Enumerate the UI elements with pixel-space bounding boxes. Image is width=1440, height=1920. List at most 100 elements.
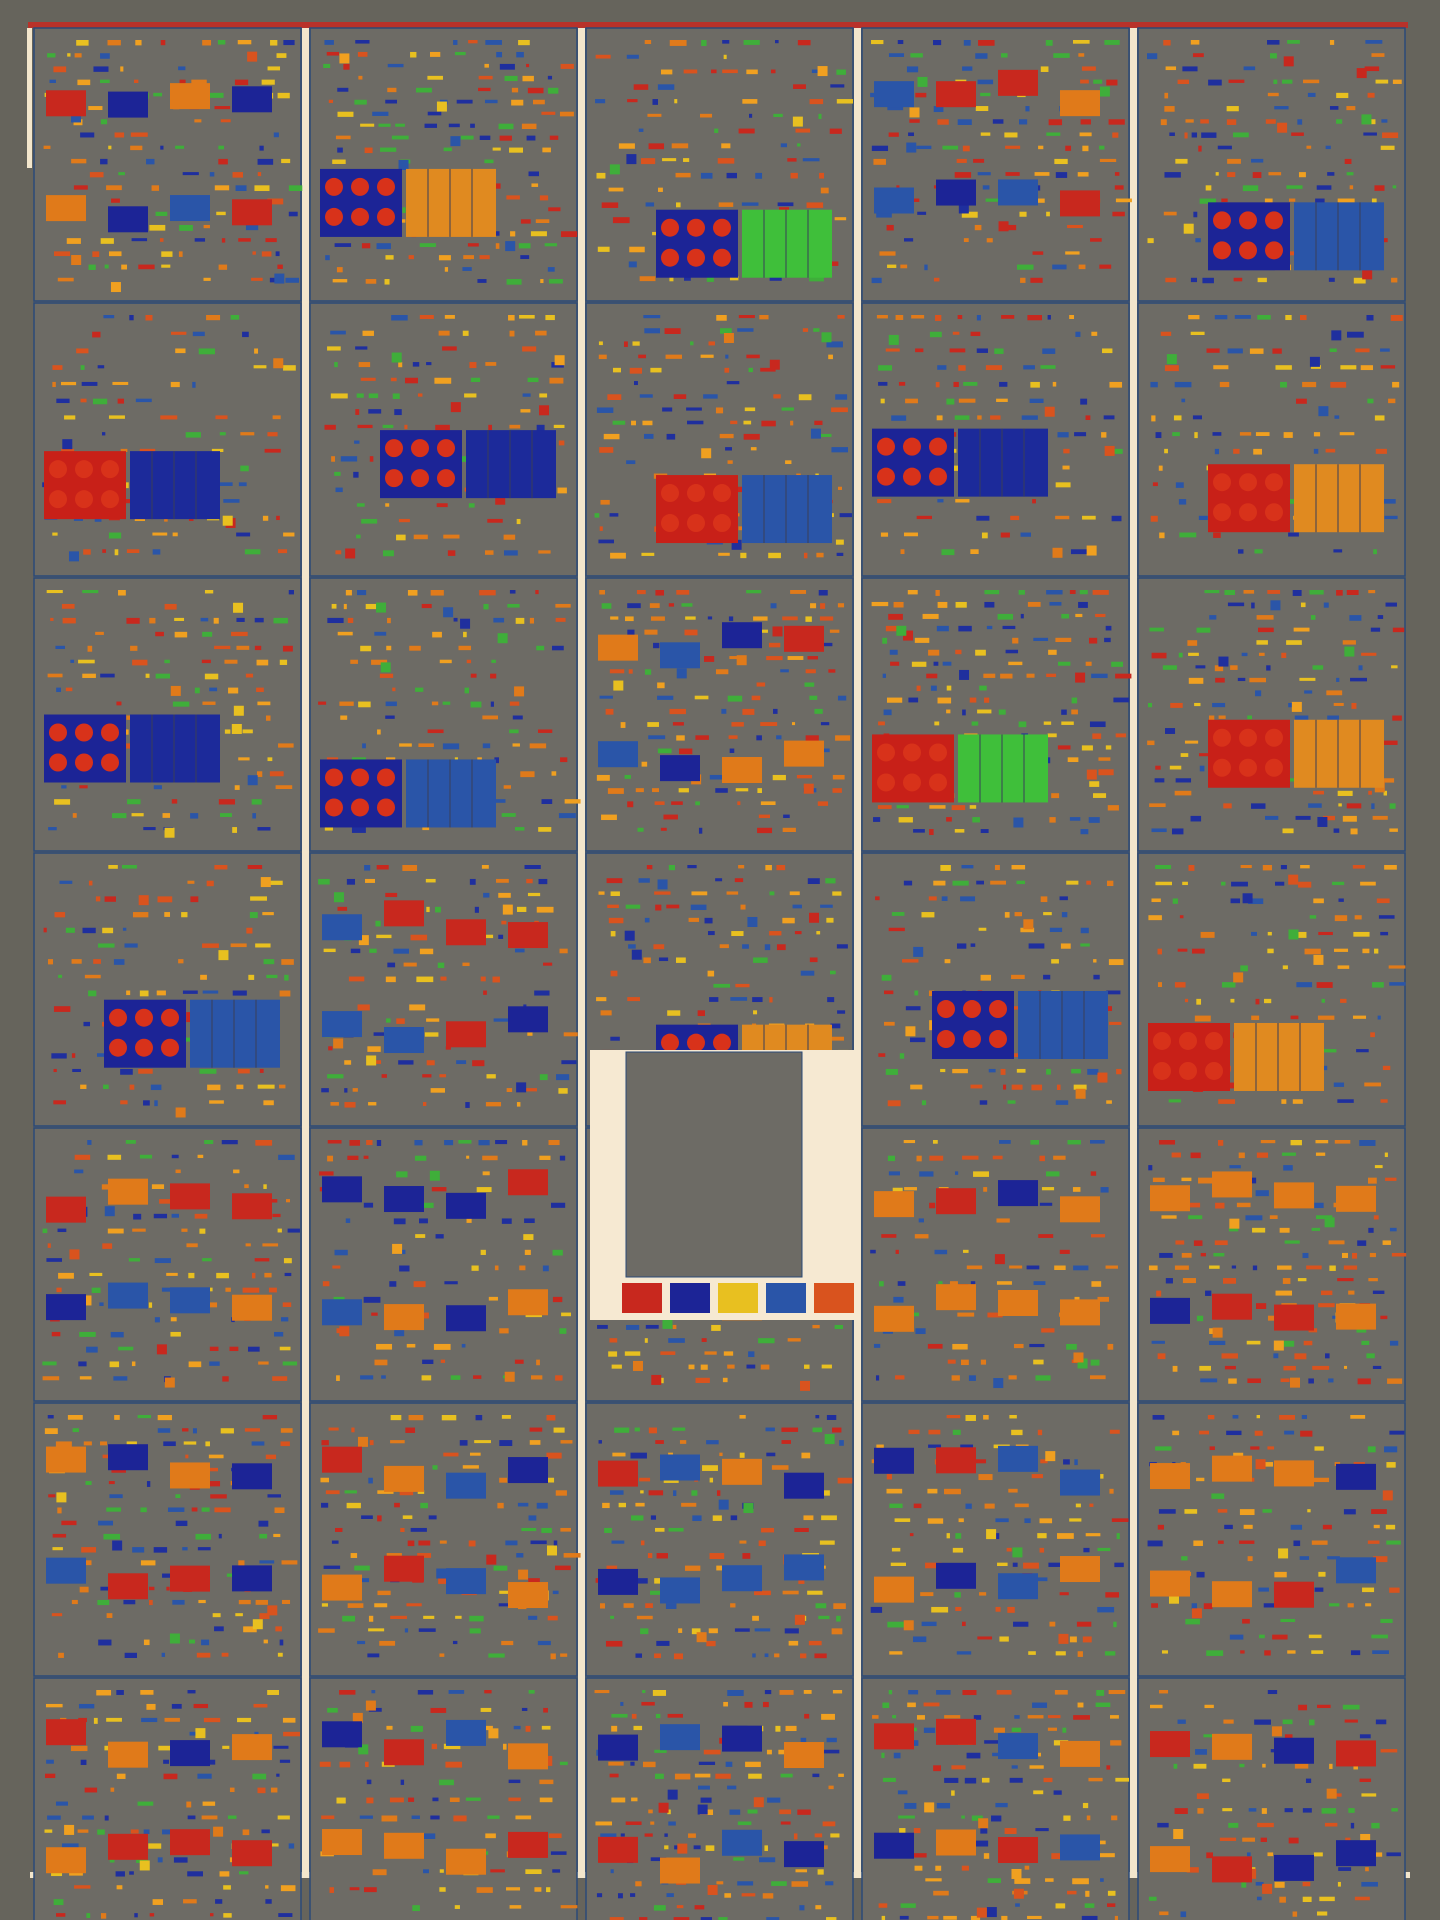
ui-glyph: [1297, 1278, 1307, 1282]
ui-glyph: [1354, 915, 1362, 920]
ui-glyph: [128, 1258, 140, 1262]
ui-glyph: [1365, 1603, 1372, 1607]
ui-glyph: [984, 1503, 995, 1509]
ui-glyph: [644, 669, 652, 675]
ui-glyph: [1108, 1690, 1126, 1695]
ui-glyph: [1188, 1215, 1203, 1220]
ui-glyph: [1251, 803, 1266, 809]
ui-glyph: [888, 1171, 900, 1176]
ui-glyph: [1292, 590, 1302, 596]
ui-glyph: [274, 1331, 284, 1337]
ui-glyph: [962, 709, 966, 716]
ui-glyph: [428, 1515, 437, 1520]
thumbnail: [309, 27, 578, 302]
image-detail: [411, 469, 429, 488]
ui-glyph: [807, 1590, 823, 1595]
ui-glyph: [509, 729, 519, 734]
image-detail: [877, 437, 895, 456]
ui-glyph: [979, 1592, 987, 1596]
ui-glyph: [910, 198, 920, 202]
ui-icon: [697, 1804, 708, 1815]
ui-glyph: [657, 695, 674, 700]
ui-glyph: [1034, 172, 1050, 176]
ui-glyph: [973, 158, 985, 163]
ui-glyph: [1052, 264, 1067, 270]
ui-glyph: [103, 1084, 109, 1089]
ui-glyph: [222, 1376, 229, 1382]
ui-glyph: [124, 943, 138, 948]
image-detail: [1213, 503, 1231, 522]
ui-glyph: [508, 1779, 521, 1784]
ui-glyph: [469, 362, 477, 369]
ui-glyph: [478, 87, 491, 92]
ui-glyph: [608, 1761, 624, 1766]
ui-glyph: [723, 54, 727, 60]
ui-glyph: [952, 1343, 968, 1350]
ui-glyph: [719, 944, 729, 949]
ui-glyph: [100, 119, 108, 125]
ui-glyph: [53, 66, 67, 73]
ui-icon: [392, 1243, 403, 1254]
ui-glyph: [644, 1833, 653, 1837]
ui-icon: [1291, 701, 1302, 712]
ui-glyph: [672, 1324, 677, 1330]
ui-glyph: [385, 715, 395, 719]
ui-glyph: [1293, 1540, 1301, 1547]
thumbnail: [861, 302, 1130, 577]
ui-glyph: [912, 1853, 927, 1858]
ui-glyph: [1009, 1415, 1017, 1419]
ui-glyph: [1373, 1215, 1379, 1220]
ui-glyph: [655, 590, 665, 596]
ui-glyph: [729, 748, 735, 753]
ui-glyph: [738, 865, 745, 869]
ui-icon: [1309, 356, 1320, 367]
ui-glyph: [131, 1361, 136, 1367]
ui-icon: [753, 1797, 764, 1808]
ui-glyph: [219, 813, 232, 817]
ui-glyph: [267, 757, 273, 762]
ui-icon: [917, 76, 928, 87]
ui-glyph: [182, 990, 198, 994]
ui-icon: [821, 332, 832, 343]
ui-glyph: [1329, 106, 1339, 110]
ui-glyph: [558, 440, 565, 446]
ui-glyph: [1254, 1719, 1271, 1725]
ui-glyph: [1207, 1415, 1215, 1420]
ui-glyph: [444, 315, 455, 319]
ui-glyph: [402, 1515, 413, 1519]
ui-glyph: [1367, 398, 1374, 404]
ui-glyph: [652, 99, 659, 105]
ui-icon: [905, 1026, 916, 1037]
ui-glyph: [519, 1265, 526, 1271]
ui-glyph: [157, 896, 173, 903]
ui-icon: [701, 448, 712, 459]
ui-glyph: [1187, 640, 1198, 646]
ui-glyph: [671, 801, 683, 805]
ui-glyph: [1095, 613, 1106, 618]
ui-glyph: [1149, 803, 1166, 808]
ui-glyph: [377, 1590, 391, 1596]
ui-glyph: [1302, 1896, 1312, 1903]
image-detail: [1239, 473, 1257, 492]
ui-glyph: [1215, 677, 1225, 683]
ui-glyph: [831, 407, 848, 413]
ui-glyph: [647, 722, 659, 727]
ui-glyph: [908, 1429, 920, 1435]
ui-glyph: [1389, 982, 1406, 986]
ui-glyph: [609, 1917, 624, 1920]
ui-glyph: [164, 659, 170, 664]
ui-glyph: [499, 1440, 513, 1447]
ui-glyph: [1288, 702, 1296, 708]
thumbnail-frame: [1137, 1402, 1406, 1677]
ui-glyph: [787, 1338, 801, 1342]
ui-glyph: [607, 394, 622, 400]
ui-glyph: [214, 106, 231, 110]
ui-glyph: [1267, 92, 1279, 97]
ui-glyph: [1344, 158, 1352, 165]
ui-glyph: [837, 603, 845, 608]
ui-glyph: [752, 1653, 756, 1658]
ui-glyph: [908, 132, 914, 137]
ui-glyph: [1267, 948, 1274, 954]
card: [384, 1027, 424, 1054]
ui-glyph: [525, 1869, 542, 1875]
